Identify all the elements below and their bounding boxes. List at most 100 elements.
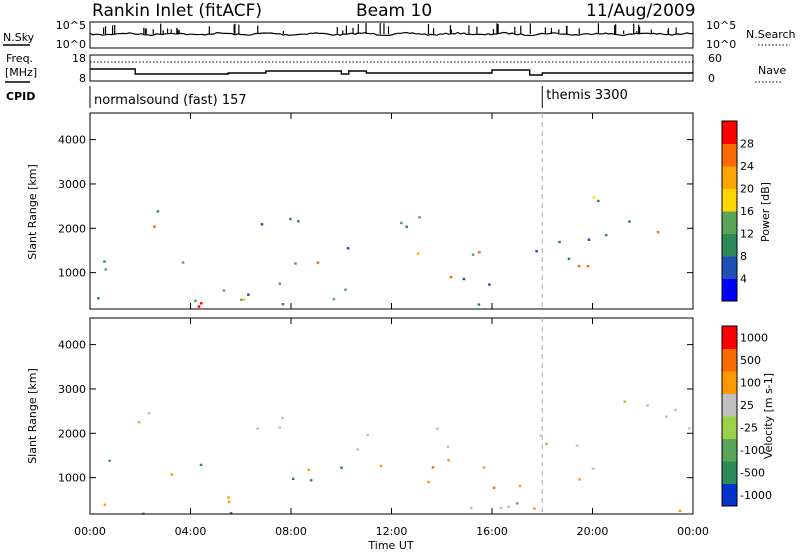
scatter-cell [539,434,543,437]
y-tick-label: 2000 [58,222,86,235]
scatter-cell [674,408,677,412]
x-tick-label: 00:00 [74,525,106,538]
power-colorbar: 4 8 12 16 20 24 28 [721,120,754,302]
time-axis-ticks: 00:00 04:00 08:00 12:00 16:00 20:00 00:00 [74,113,709,538]
scatter-cell [488,283,491,286]
scatter-cell [471,253,475,256]
noise-left-tick-bottom: 10^0 [56,38,86,51]
noise-sky-trace [89,31,693,37]
scatter-cell [240,298,243,301]
velocity-colorbar-tick: 25 [740,399,754,412]
scatter-cell [623,400,626,403]
velocity-colorbar-tick: 500 [740,354,761,367]
station-title: Rankin Inlet (fitACF) [92,1,262,21]
scatter-cell [405,225,408,228]
scatter-cell [156,210,160,213]
scatter-cell [431,466,435,469]
scatter-cell [281,303,285,306]
scatter-cell [199,302,203,305]
scatter-cell [418,216,421,219]
noise-search-label: N.Search [746,28,796,41]
beam-title: Beam 10 [356,1,432,21]
scatter-cell [103,503,107,506]
velocity-heatmap-cells [103,400,691,515]
velocity-colorbar-label: Velocity [m s-1] [762,373,775,459]
colorbar-segment [722,371,737,394]
scatter-cell [575,444,579,447]
scatter-cell [535,250,538,253]
scatter-cell [103,260,106,263]
scatter-cell [278,426,282,429]
scatter-cell [340,466,343,469]
freq-right-tick-bottom: 0 [708,72,715,85]
scatter-cell [462,277,466,281]
x-tick-label: 12:00 [376,525,408,538]
velocity-colorbar-tick: -500 [740,466,765,479]
scatter-cell [545,442,548,445]
scatter-cell [307,468,310,472]
x-tick-label: 04:00 [175,525,207,538]
scatter-cell [294,262,297,265]
date-title: 11/Aug/2009 [586,1,696,21]
power-panel-frame [89,112,694,310]
scatter-cell [281,416,284,420]
power-colorbar-label: Power [dB] [759,182,772,242]
scatter-cell [592,196,596,199]
frequency-panel: Freq. [MHz] 18 8 60 0 Nave [5,52,786,85]
scatter-cell [104,268,108,271]
scatter-cell [366,433,369,437]
power-colorbar-tick: 28 [740,138,754,151]
y-tick-label: 4000 [58,339,86,352]
scatter-cell [436,427,439,430]
scatter-cell [447,459,450,462]
scatter-cell [344,288,347,291]
scatter-cell [316,261,320,264]
scatter-cell [289,217,292,221]
scatter-cell [291,477,295,480]
scatter-cell [222,289,226,292]
colorbar-segment [722,143,737,167]
scatter-cell [628,220,631,223]
colorbar-segment [722,278,737,302]
colorbar-segment [722,483,737,507]
scatter-cell [578,478,581,481]
scatter-cell [515,502,519,505]
velocity-panel-frame [89,317,694,515]
x-tick-label: 08:00 [275,525,307,538]
power-colorbar-tick: 4 [740,273,747,286]
scatter-cell [227,496,230,499]
scatter-cell [309,479,313,482]
power-colorbar-tick: 24 [740,160,754,173]
noise-spikes [102,23,677,34]
scatter-cell [332,298,336,301]
velocity-colorbar-tick: 100 [740,376,761,389]
colorbar-segment [722,393,737,417]
scatter-cell [256,427,259,430]
scatter-cell [567,257,571,261]
velocity-colorbar-tick: 1000 [740,331,768,344]
y-tick-label: 4000 [58,134,86,147]
x-tick-label: 16:00 [476,525,508,538]
scatter-cell [379,464,383,468]
freq-panel-frame [89,54,694,82]
freq-unit-label: [MHz] [5,66,37,79]
scatter-cell [153,225,156,228]
scatter-cell [147,412,151,415]
scatter-cell [242,298,246,301]
scatter-cell [194,299,197,303]
scatter-cell [586,265,590,268]
scatter-cell [199,463,203,467]
power-colorbar-tick: 8 [740,250,747,263]
y-tick-label: 3000 [58,178,86,191]
nave-label: Nave [758,64,786,77]
scatter-cell [688,427,691,430]
scatter-cell [533,507,536,510]
x-tick-label: 00:00 [677,525,709,538]
freq-right-tick-top: 60 [708,52,722,65]
scatter-cell [482,466,486,469]
scatter-cell [492,486,496,489]
power-colorbar-tick: 12 [740,228,754,241]
scatter-cell [97,297,100,300]
scatter-cell [297,220,300,223]
